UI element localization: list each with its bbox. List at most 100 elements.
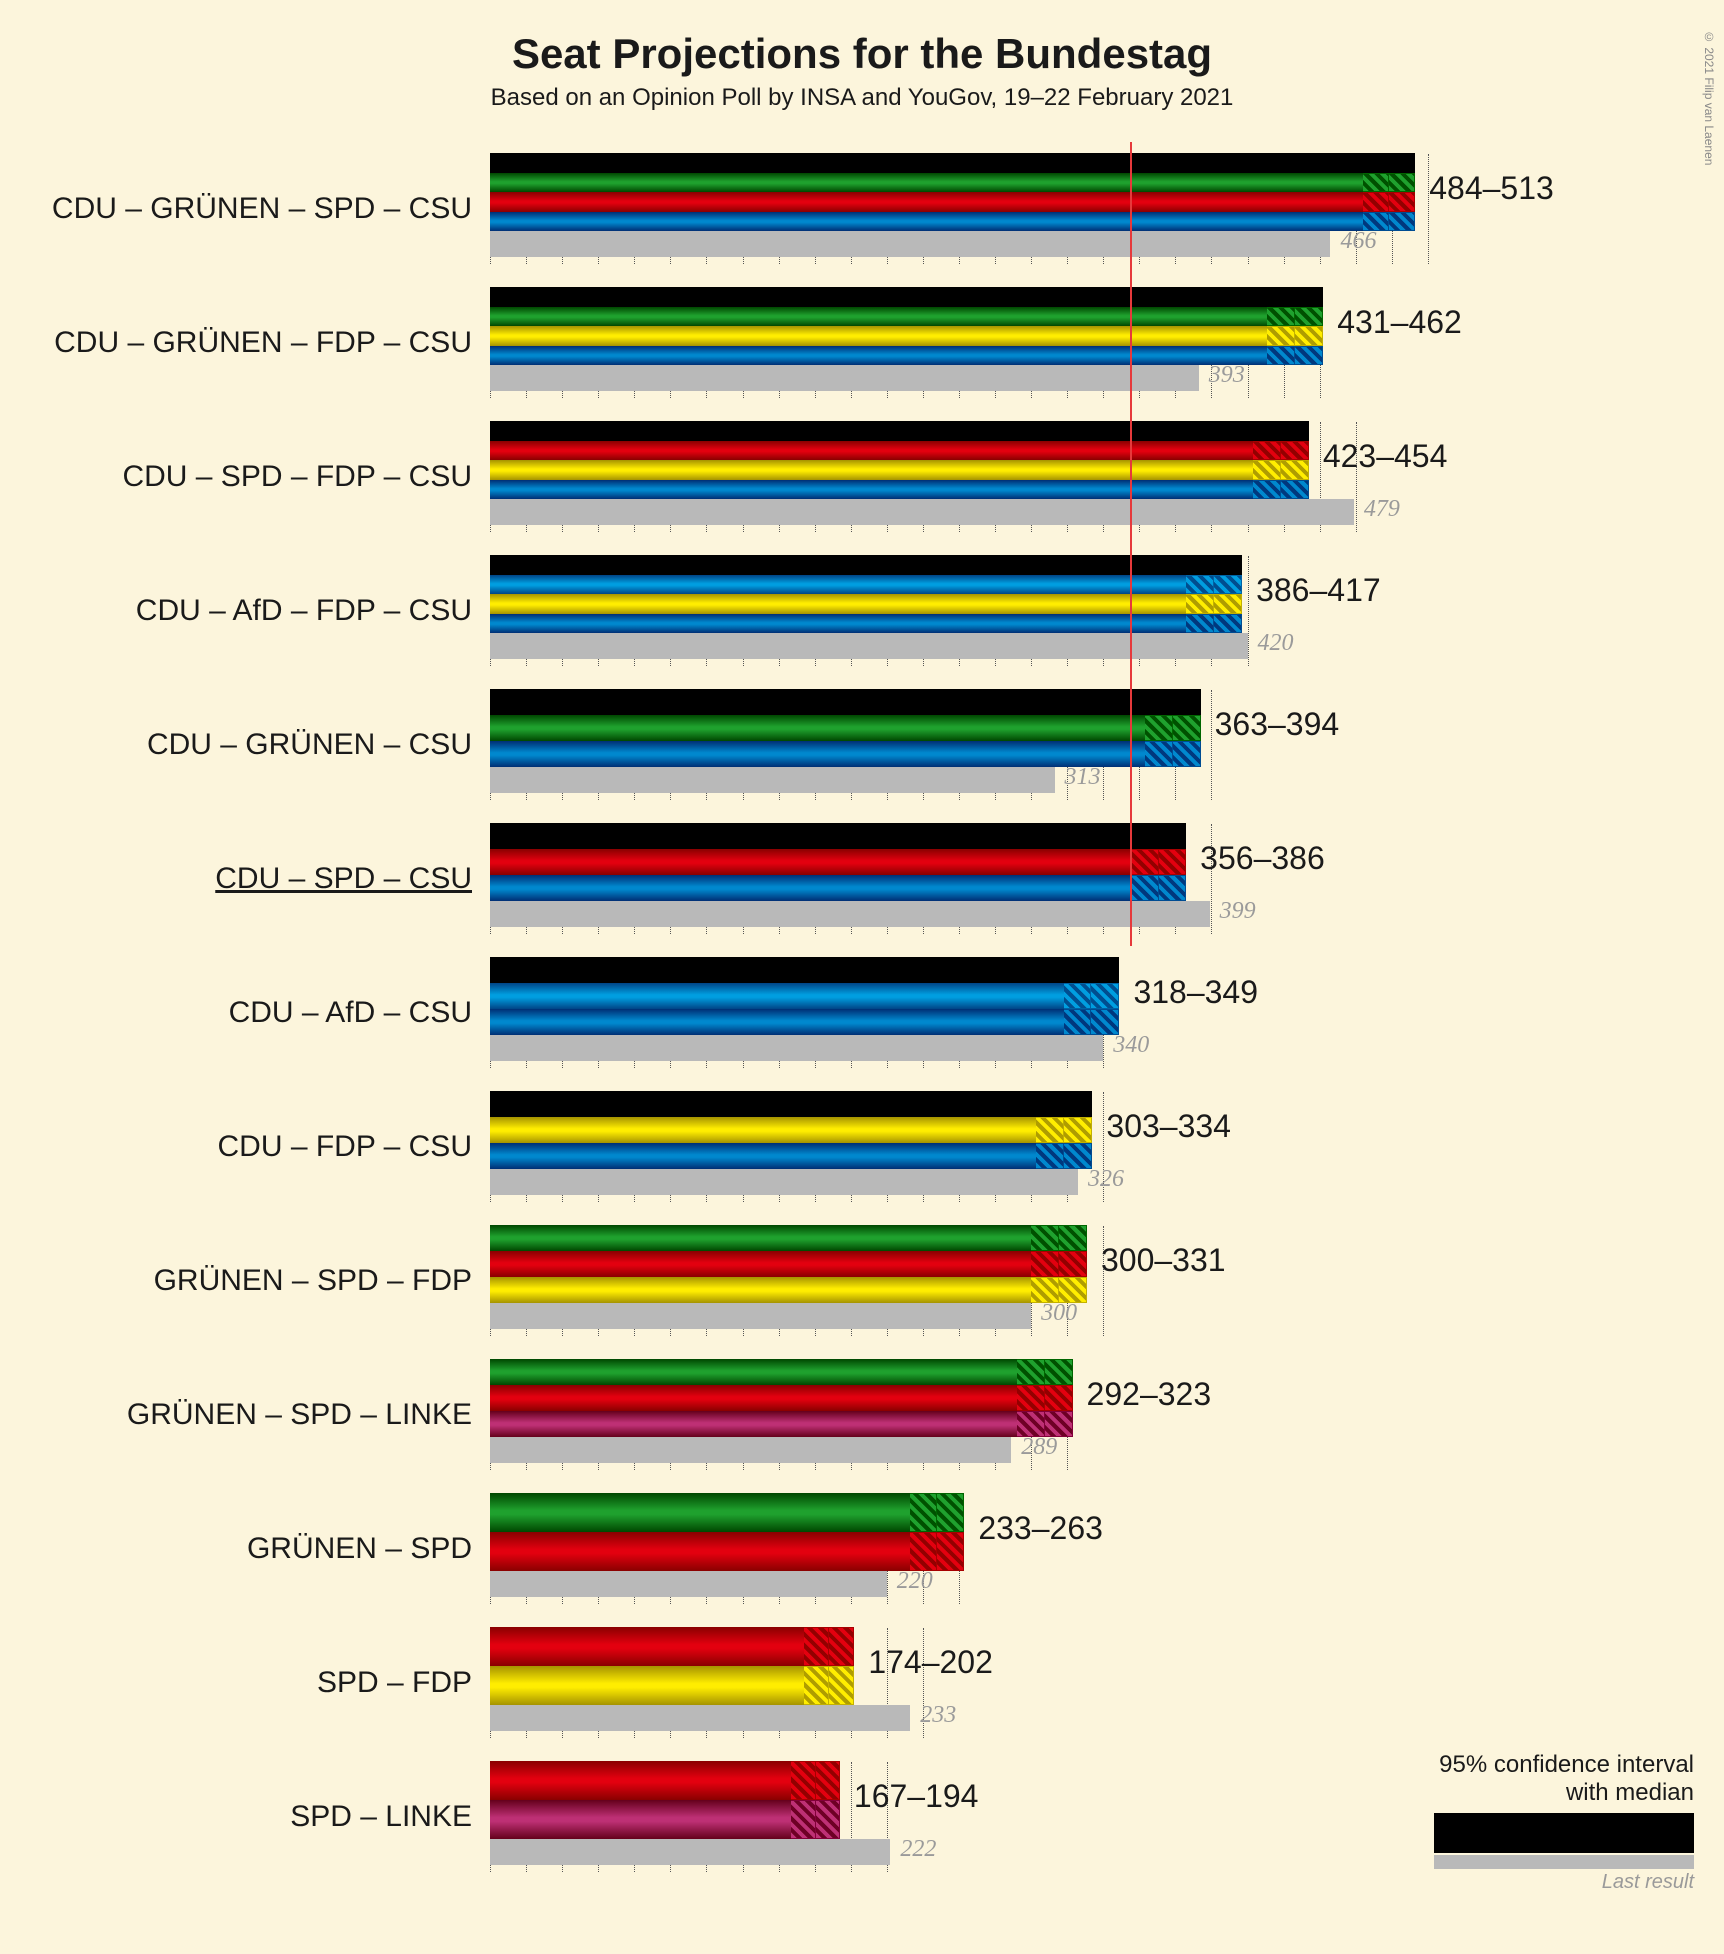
coalition-label: CDU – GRÜNEN – SPD – CSU — [20, 192, 490, 226]
bar-area: 431–462 393 — [490, 276, 1500, 410]
seat-range: 431–462 — [1337, 304, 1462, 341]
coalition-bar — [490, 1761, 840, 1839]
last-result-bar — [490, 767, 1055, 793]
coalition-label: CDU – AfD – FDP – CSU — [20, 594, 490, 628]
coalition-label: GRÜNEN – SPD – FDP — [20, 1264, 490, 1298]
last-result-value: 233 — [920, 1702, 956, 1729]
coalition-row: GRÜNEN – SPD – FDP 300–331 300 — [20, 1214, 1704, 1348]
coalition-row: GRÜNEN – SPD – LINKE292–323289 — [20, 1348, 1704, 1482]
coalition-row: CDU – FDP – CSU 303–334 326 — [20, 1080, 1704, 1214]
last-result-value: 340 — [1113, 1032, 1149, 1059]
last-result-value: 289 — [1021, 1434, 1057, 1461]
value-labels: 356–386 — [1200, 840, 1325, 877]
last-result-bar — [490, 1571, 887, 1597]
coalition-bar — [490, 1627, 854, 1705]
bar-area: 386–417 420 — [490, 544, 1500, 678]
coalition-bar — [490, 689, 1201, 767]
bar-area: 300–331 300 — [490, 1214, 1500, 1348]
coalition-row: CDU – SPD – FDP – CSU423–454479 — [20, 410, 1704, 544]
last-result-bar — [490, 1035, 1103, 1061]
coalition-row: GRÜNEN – SPD233–263220 — [20, 1482, 1704, 1616]
legend: 95% confidence interval with median Last… — [1434, 1751, 1694, 1894]
value-labels: 423–454 — [1323, 438, 1448, 475]
coalition-label: GRÜNEN – SPD — [20, 1532, 490, 1566]
seat-range: 233–263 — [978, 1510, 1103, 1547]
majority-line — [1130, 544, 1132, 678]
coalition-bar — [490, 555, 1242, 633]
bar-area: 423–454 479 — [490, 410, 1500, 544]
seat-range: 300–331 — [1101, 1242, 1226, 1279]
majority-line — [1130, 678, 1132, 812]
bar-area: 233–263220 — [490, 1482, 1500, 1616]
seat-range: 356–386 — [1200, 840, 1325, 877]
seat-range: 318–349 — [1133, 974, 1258, 1011]
last-result-bar — [490, 1705, 910, 1731]
seat-range: 292–323 — [1087, 1376, 1212, 1413]
coalition-row: CDU – GRÜNEN – CSU363–394313 — [20, 678, 1704, 812]
value-labels: 484–513 — [1429, 170, 1554, 207]
last-result-value: 479 — [1364, 496, 1400, 523]
last-result-bar — [490, 1839, 890, 1865]
coalition-bar — [490, 153, 1415, 231]
seat-range: 167–194 — [854, 1778, 979, 1815]
coalition-row: CDU – GRÜNEN – FDP – CSU 431–462 393 — [20, 276, 1704, 410]
last-result-bar — [490, 1437, 1011, 1463]
bar-area: 174–202 233 — [490, 1616, 1500, 1750]
last-result-bar — [490, 633, 1248, 659]
coalition-label: CDU – SPD – CSU — [20, 862, 490, 896]
legend-line2: with median — [1434, 1779, 1694, 1807]
value-labels: 386–417 — [1256, 572, 1381, 609]
legend-last-label: Last result — [1434, 1871, 1694, 1894]
coalition-row: CDU – AfD – CSU 318–349 340 — [20, 946, 1704, 1080]
coalition-row: CDU – SPD – CSU 356–386 399 — [20, 812, 1704, 946]
coalition-bar — [490, 957, 1119, 1035]
majority-line — [1130, 142, 1132, 276]
bar-area: 303–334 326 — [490, 1080, 1500, 1214]
bar-area: 292–323 289 — [490, 1348, 1500, 1482]
last-result-bar — [490, 901, 1210, 927]
seat-range: 363–394 — [1215, 706, 1340, 743]
coalition-label: CDU – AfD – CSU — [20, 996, 490, 1030]
coalition-label: SPD – LINKE — [20, 1800, 490, 1834]
last-result-bar — [490, 499, 1354, 525]
coalition-label: SPD – FDP — [20, 1666, 490, 1700]
copyright-text: © 2021 Filip van Laenen — [1702, 30, 1716, 165]
value-labels: 318–349 — [1133, 974, 1258, 1011]
coalition-label: CDU – GRÜNEN – FDP – CSU — [20, 326, 490, 360]
legend-ci-bar — [1434, 1813, 1694, 1853]
last-result-bar — [490, 1169, 1078, 1195]
last-result-bar — [490, 365, 1199, 391]
value-labels: 303–334 — [1106, 1108, 1231, 1145]
seat-range: 174–202 — [868, 1644, 993, 1681]
last-result-value: 300 — [1041, 1300, 1077, 1327]
seat-range: 423–454 — [1323, 438, 1448, 475]
value-labels: 174–202 — [868, 1644, 993, 1681]
value-labels: 363–394 — [1215, 706, 1340, 743]
bar-area: 363–394313 — [490, 678, 1500, 812]
last-result-value: 393 — [1209, 362, 1245, 389]
chart-title: Seat Projections for the Bundestag — [20, 30, 1704, 78]
last-result-value: 222 — [900, 1836, 936, 1863]
seat-range: 386–417 — [1256, 572, 1381, 609]
majority-line — [1130, 410, 1132, 544]
value-labels: 233–263 — [978, 1510, 1103, 1547]
last-result-value: 420 — [1258, 630, 1294, 657]
coalition-bar — [490, 421, 1309, 499]
last-result-value: 466 — [1340, 228, 1376, 255]
legend-line1: 95% confidence interval — [1434, 1751, 1694, 1779]
legend-last-bar — [1434, 1855, 1694, 1869]
chart-container: CDU – GRÜNEN – SPD – CSU484–513466CDU – … — [20, 142, 1704, 1884]
coalition-label: CDU – FDP – CSU — [20, 1130, 490, 1164]
value-labels: 300–331 — [1101, 1242, 1226, 1279]
bar-area: 356–386 399 — [490, 812, 1500, 946]
coalition-bar — [490, 1091, 1092, 1169]
chart-subtitle: Based on an Opinion Poll by INSA and You… — [20, 84, 1704, 112]
last-result-bar — [490, 231, 1330, 257]
last-result-value: 399 — [1220, 898, 1256, 925]
coalition-row: CDU – AfD – FDP – CSU 386–417 420 — [20, 544, 1704, 678]
seat-range: 303–334 — [1106, 1108, 1231, 1145]
bar-area: 484–513466 — [490, 142, 1500, 276]
last-result-value: 326 — [1088, 1166, 1124, 1193]
coalition-row: SPD – FDP 174–202 233 — [20, 1616, 1704, 1750]
majority-line — [1130, 812, 1132, 946]
